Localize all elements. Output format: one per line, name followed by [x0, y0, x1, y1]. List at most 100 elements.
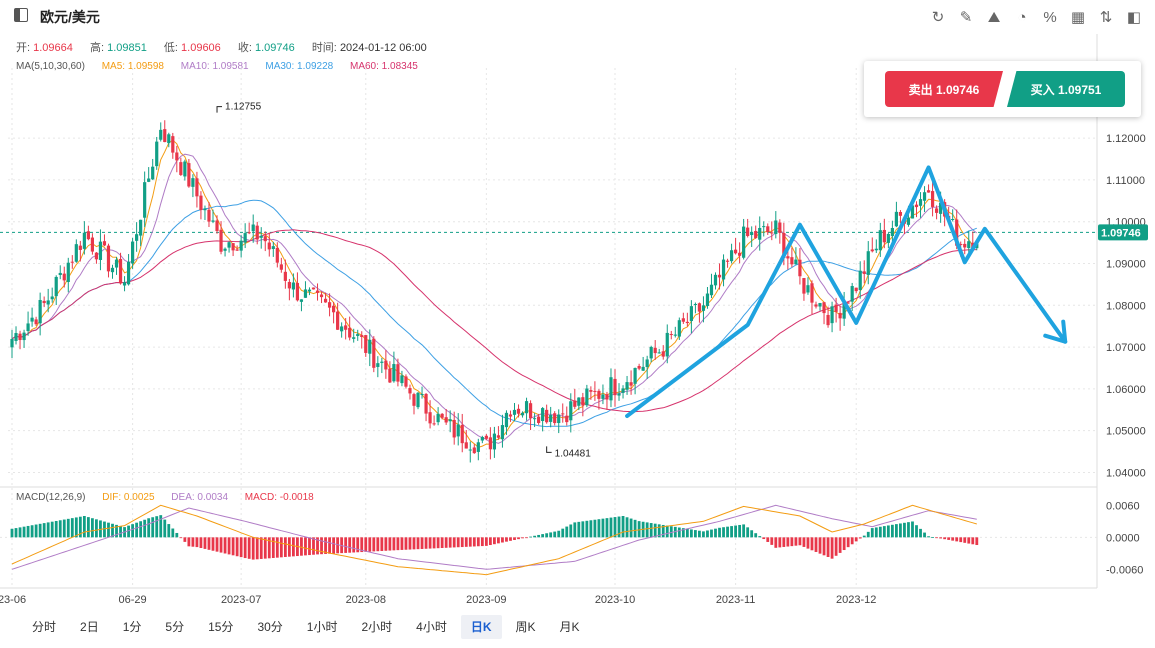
candle-body — [597, 390, 601, 399]
candle-body — [327, 302, 332, 308]
macd-bar — [722, 527, 725, 538]
candle-body — [336, 311, 340, 330]
candle-body — [537, 416, 541, 423]
macd-bar — [842, 537, 846, 551]
macd-bar — [862, 535, 866, 538]
candle-body — [750, 232, 754, 236]
macd-bar — [428, 537, 432, 549]
refresh-icon[interactable]: ↻ — [931, 9, 945, 26]
candle-body — [303, 289, 308, 298]
macd-bar — [605, 518, 609, 538]
period-6[interactable]: 1小时 — [306, 620, 338, 634]
candle-body — [549, 414, 553, 422]
candle-body — [122, 282, 127, 286]
macd-bar — [806, 537, 810, 549]
toolbar: ↻ ✎ ⛰ ◔ % ▦ ⇅ ◧ — [927, 7, 1145, 27]
top-bar: 欧元/美元 ↻ ✎ ⛰ ◔ % ▦ ⇅ ◧ — [0, 0, 1155, 34]
candle-body — [408, 388, 412, 394]
ma-title: MA(5,10,30,60) — [16, 61, 85, 72]
symbol-panel-icon[interactable] — [14, 8, 28, 22]
macd-bar — [955, 537, 959, 542]
candle-body — [778, 222, 782, 233]
draw-icon[interactable]: ✎ — [959, 9, 973, 26]
period-8[interactable]: 4小时 — [416, 620, 447, 634]
period-3[interactable]: 5分 — [165, 620, 185, 634]
candle-body — [766, 226, 770, 233]
panel-icon[interactable]: ◧ — [1126, 9, 1142, 26]
candle-body — [472, 447, 476, 454]
period-10[interactable]: 周K — [515, 620, 536, 634]
layout-icon[interactable]: ▦ — [1070, 9, 1086, 26]
macd-bar — [718, 527, 721, 538]
period-1[interactable]: 2日 — [80, 620, 99, 634]
time-tick-label: 2023-09 — [466, 594, 506, 606]
macd-bar — [911, 521, 914, 538]
macd-bar — [509, 537, 512, 541]
period-5[interactable]: 30分 — [257, 620, 283, 634]
macd-bar — [111, 523, 114, 538]
candle-body — [673, 334, 677, 336]
buy-button[interactable]: 买入 1.09751 — [1007, 71, 1125, 107]
macd-bar — [641, 521, 645, 538]
macd-bar — [685, 528, 689, 538]
macd-bar — [702, 531, 705, 538]
macd-bar — [360, 537, 364, 553]
time-tick-label: 2023-11 — [716, 594, 756, 606]
macd-bar — [505, 537, 508, 542]
candle-body — [380, 361, 384, 363]
compare-icon[interactable]: ⛰ — [987, 8, 1001, 26]
period-0[interactable]: 分时 — [32, 620, 57, 634]
macd-bar — [870, 528, 874, 538]
macd-bar — [818, 537, 822, 554]
candle-body — [448, 419, 452, 422]
candle-body — [806, 285, 810, 293]
macd-bar — [115, 524, 118, 538]
period-9[interactable]: 日K — [460, 615, 502, 639]
candle-body — [621, 388, 625, 393]
macd-bar — [597, 519, 601, 538]
candle-body — [508, 414, 513, 417]
current-price-label: 1.09746 — [1101, 227, 1141, 239]
macd-bar — [74, 517, 78, 538]
macd-bar — [617, 516, 621, 538]
candle-body — [151, 166, 155, 180]
candle-body — [770, 232, 774, 234]
macd-bar — [127, 525, 130, 538]
overlay-zigzag — [625, 165, 1068, 418]
macd-bar — [794, 537, 798, 546]
percent-icon[interactable]: % — [1043, 8, 1057, 26]
macd-bar — [436, 537, 440, 549]
candle-body — [476, 442, 480, 452]
period-11[interactable]: 月K — [559, 620, 580, 634]
macd-bar — [802, 537, 806, 547]
macd-bar — [710, 529, 713, 538]
macd-bar — [645, 522, 649, 538]
sort-icon[interactable]: ⇅ — [1099, 9, 1113, 26]
candle-body — [854, 287, 858, 292]
candle-body — [323, 298, 328, 303]
macd-bar — [665, 525, 669, 538]
period-4[interactable]: 15分 — [208, 620, 234, 634]
candle-body — [557, 414, 561, 424]
period-2[interactable]: 1分 — [122, 620, 142, 634]
macd-bar — [187, 537, 191, 547]
candle-body — [263, 236, 267, 242]
candle-body — [705, 293, 710, 306]
candle-body — [629, 382, 633, 386]
candle-body — [114, 259, 119, 268]
candle-body — [862, 271, 866, 274]
macd-bar — [501, 537, 504, 543]
sell-button[interactable]: 卖出 1.09746 — [885, 71, 1003, 107]
period-7[interactable]: 2小时 — [361, 620, 393, 634]
macd-bar — [513, 537, 516, 540]
macd-bar — [858, 537, 862, 539]
macd-bar — [677, 527, 681, 538]
candle-body — [906, 217, 911, 225]
candle-body — [340, 326, 344, 332]
macd-bar — [468, 537, 472, 547]
indicator-icon[interactable]: ◔ — [1017, 8, 1027, 26]
time-tick-label: 2023-12 — [836, 594, 876, 606]
candle-body — [207, 209, 211, 222]
macd-bar — [46, 522, 50, 538]
candle-body — [492, 433, 496, 450]
